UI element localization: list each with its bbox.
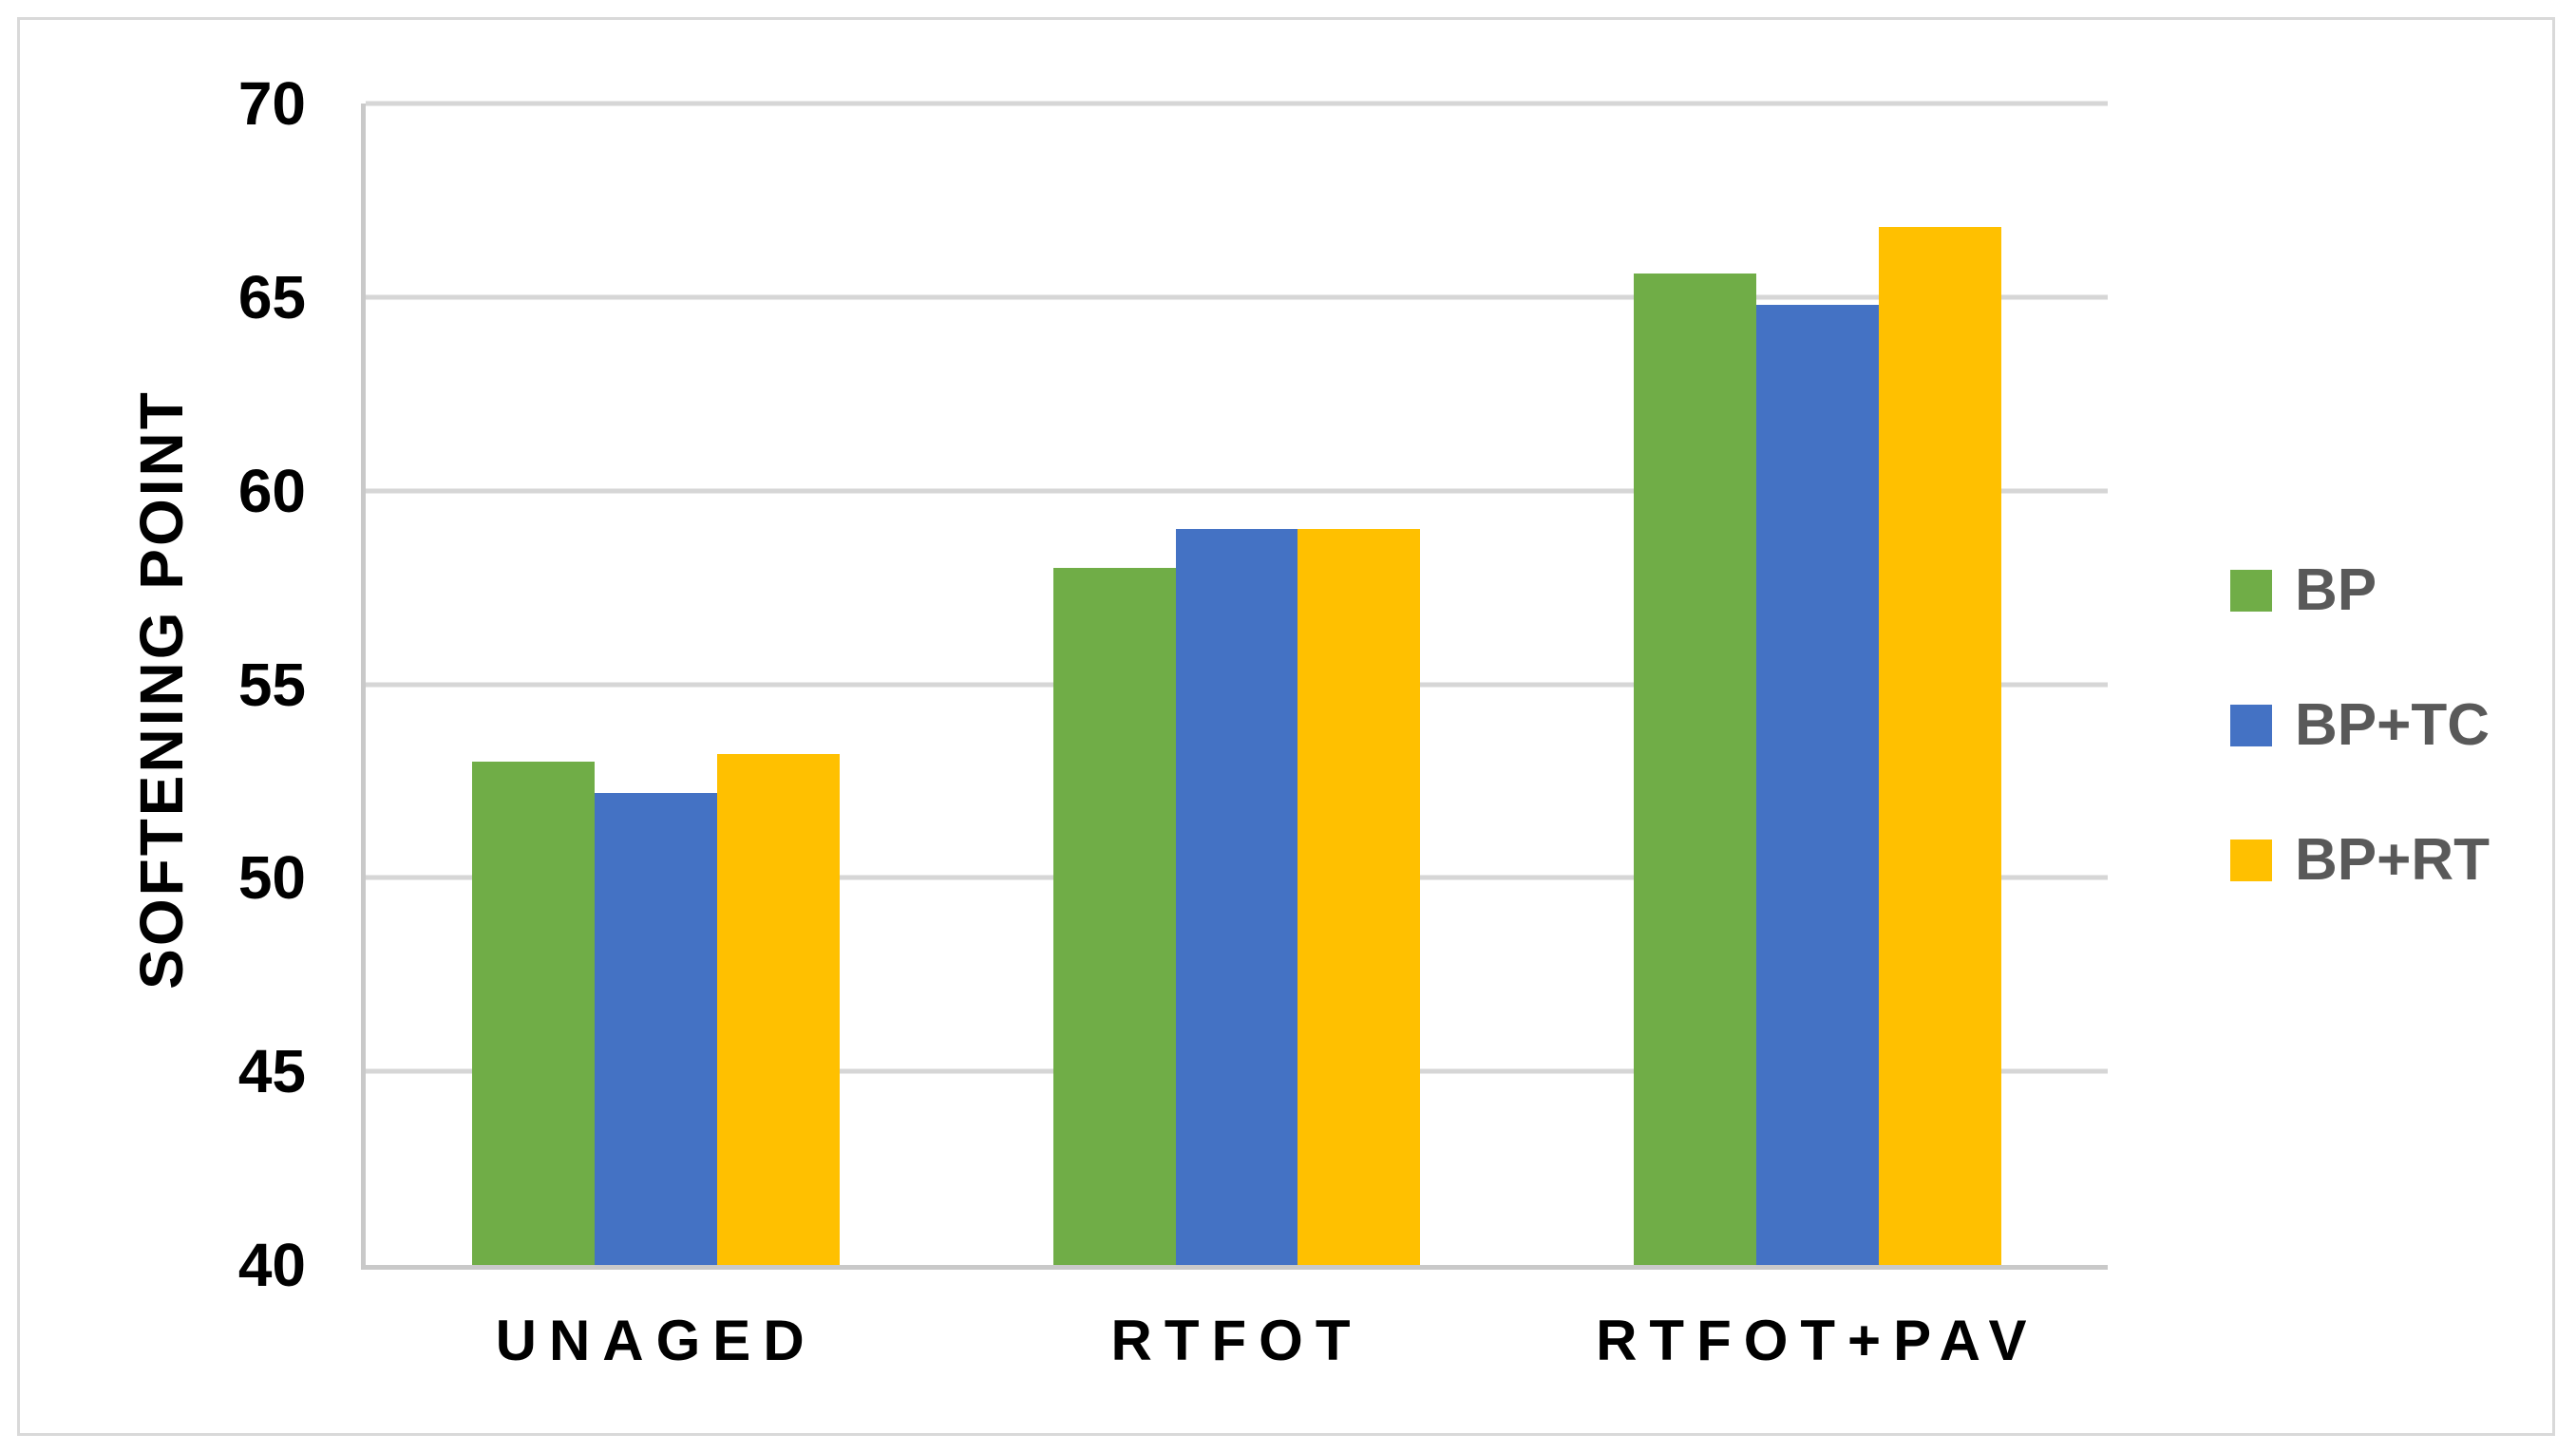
bar-group-RTFOT <box>946 104 1526 1265</box>
bar-BP+TC-RTFOT <box>1175 529 1298 1265</box>
y-tick-label-50: 50 <box>237 843 306 913</box>
legend-swatch-BP+RT <box>2230 840 2272 881</box>
x-axis-label-RTFOT: RTFOT <box>1110 1309 1363 1372</box>
bar-BP+RT-RTFOT+PAV <box>1878 227 2001 1265</box>
y-tick-label-45: 45 <box>237 1037 306 1106</box>
legend-label-BP+TC: BP+TC <box>2295 692 2490 758</box>
legend-swatch-BP+TC <box>2230 705 2272 746</box>
gridline-60 <box>366 488 2108 494</box>
y-axis-tick-labels: 40 45 50 55 60 65 70 <box>0 73 306 1295</box>
bar-BP+TC-RTFOT+PAV <box>1755 305 1879 1265</box>
bar-BP+TC-UNAGED <box>595 792 718 1265</box>
bar-group-RTFOT+PAV <box>1527 104 2108 1265</box>
legend-label-BP: BP <box>2295 557 2377 623</box>
legend-item-BP: BP <box>2230 553 2490 629</box>
y-tick-label-70: 70 <box>237 69 306 138</box>
bar-BP-RTFOT+PAV <box>1633 274 1756 1265</box>
legend-swatch-BP <box>2230 570 2272 612</box>
bar-BP-RTFOT <box>1052 568 1176 1265</box>
plot-area <box>361 101 2108 1270</box>
gridline-65 <box>366 294 2108 300</box>
legend-item-BP+TC: BP+TC <box>2230 688 2490 764</box>
y-tick-label-60: 60 <box>237 456 306 525</box>
bar-BP-UNAGED <box>472 762 596 1265</box>
y-axis-line <box>361 104 366 1270</box>
bar-group-UNAGED <box>366 104 946 1265</box>
x-axis-labels: UNAGED RTFOT RTFOT+PAV <box>366 1312 2108 1388</box>
y-tick-label-65: 65 <box>237 262 306 331</box>
bar-BP+RT-UNAGED <box>717 753 841 1265</box>
y-tick-label-55: 55 <box>237 650 306 719</box>
legend-label-BP+RT: BP+RT <box>2295 827 2490 893</box>
gridline-70 <box>366 101 2108 106</box>
y-tick-label-40: 40 <box>237 1231 306 1299</box>
legend-item-BP+RT: BP+RT <box>2230 822 2490 898</box>
x-axis-label-RTFOT+PAV: RTFOT+PAV <box>1596 1309 2039 1372</box>
x-axis-label-UNAGED: UNAGED <box>495 1309 817 1372</box>
bar-BP+RT-RTFOT <box>1297 529 1421 1265</box>
legend: BP BP+TC BP+RT <box>2230 553 2490 898</box>
x-axis-line <box>366 1265 2108 1270</box>
